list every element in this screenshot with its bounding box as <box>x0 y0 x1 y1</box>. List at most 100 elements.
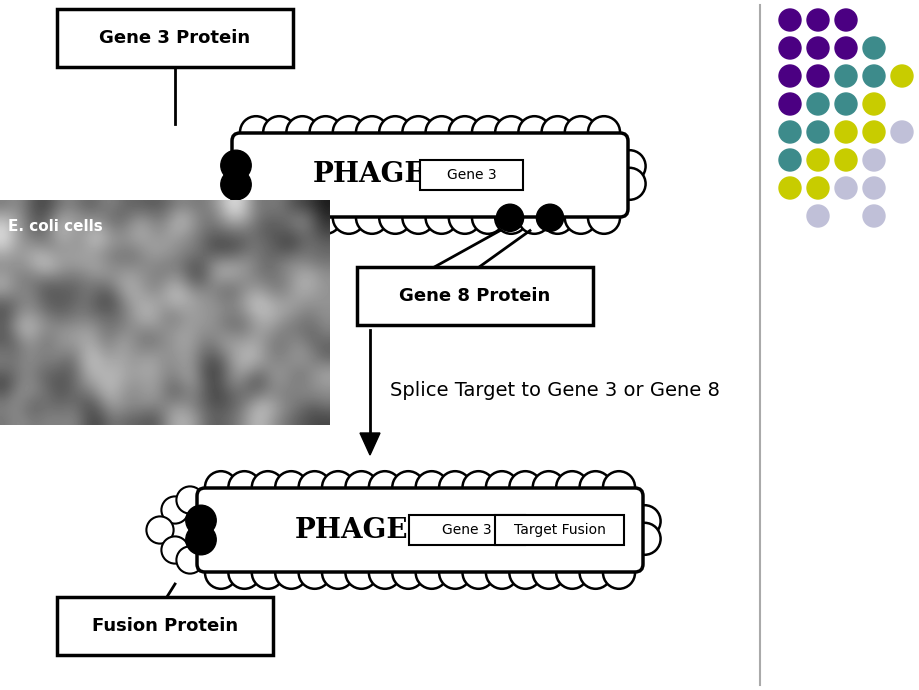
Text: PHAGE: PHAGE <box>312 161 425 188</box>
FancyBboxPatch shape <box>357 267 593 325</box>
Circle shape <box>402 201 434 234</box>
Circle shape <box>564 116 596 148</box>
Circle shape <box>494 201 527 234</box>
Circle shape <box>834 37 857 59</box>
Circle shape <box>778 93 800 115</box>
Circle shape <box>379 201 411 234</box>
Circle shape <box>333 116 365 148</box>
Circle shape <box>862 205 884 227</box>
Circle shape <box>275 557 307 589</box>
Circle shape <box>286 116 318 148</box>
Circle shape <box>532 557 564 589</box>
Circle shape <box>240 201 272 234</box>
Circle shape <box>402 116 434 148</box>
Circle shape <box>186 524 216 555</box>
Circle shape <box>862 37 884 59</box>
Circle shape <box>228 557 260 589</box>
Circle shape <box>448 116 481 148</box>
Circle shape <box>564 201 596 234</box>
Circle shape <box>462 471 494 503</box>
Circle shape <box>613 168 645 200</box>
Circle shape <box>778 37 800 59</box>
Circle shape <box>862 149 884 171</box>
Circle shape <box>275 471 307 503</box>
Circle shape <box>146 516 174 544</box>
Circle shape <box>176 486 203 513</box>
Circle shape <box>628 505 660 538</box>
Circle shape <box>890 65 912 87</box>
Circle shape <box>310 201 341 234</box>
Text: Gene 3 Protein: Gene 3 Protein <box>99 29 250 47</box>
Circle shape <box>602 557 634 589</box>
FancyBboxPatch shape <box>232 133 628 217</box>
Text: Gene 3: Gene 3 <box>442 523 492 537</box>
Circle shape <box>556 557 587 589</box>
Text: Gene 3: Gene 3 <box>447 168 496 182</box>
Circle shape <box>628 523 660 555</box>
Circle shape <box>517 116 550 148</box>
Circle shape <box>240 116 272 148</box>
Circle shape <box>890 121 912 143</box>
Circle shape <box>862 177 884 199</box>
Circle shape <box>462 557 494 589</box>
Circle shape <box>221 170 251 200</box>
Circle shape <box>806 93 828 115</box>
Circle shape <box>425 201 457 234</box>
Circle shape <box>369 557 401 589</box>
Circle shape <box>263 116 295 148</box>
Circle shape <box>778 149 800 171</box>
Circle shape <box>496 204 523 231</box>
Circle shape <box>186 505 216 535</box>
Circle shape <box>438 557 471 589</box>
Circle shape <box>862 93 884 115</box>
Circle shape <box>286 201 318 234</box>
Circle shape <box>299 557 330 589</box>
Circle shape <box>299 471 330 503</box>
Circle shape <box>509 471 540 503</box>
Circle shape <box>252 557 284 589</box>
Circle shape <box>356 201 388 234</box>
Circle shape <box>834 177 857 199</box>
Circle shape <box>471 116 504 148</box>
Circle shape <box>221 150 251 181</box>
Circle shape <box>806 65 828 87</box>
Circle shape <box>346 471 377 503</box>
Circle shape <box>806 9 828 31</box>
Text: Target Fusion: Target Fusion <box>513 523 605 537</box>
Circle shape <box>862 65 884 87</box>
Circle shape <box>485 471 517 503</box>
Circle shape <box>806 121 828 143</box>
Circle shape <box>778 177 800 199</box>
Circle shape <box>346 557 377 589</box>
Circle shape <box>834 9 857 31</box>
Circle shape <box>806 149 828 171</box>
Circle shape <box>541 201 573 234</box>
Circle shape <box>176 546 203 573</box>
FancyBboxPatch shape <box>57 9 292 67</box>
Circle shape <box>834 65 857 87</box>
Circle shape <box>448 201 481 234</box>
FancyBboxPatch shape <box>420 160 523 190</box>
Circle shape <box>778 121 800 143</box>
Circle shape <box>415 557 448 589</box>
Circle shape <box>391 557 424 589</box>
Circle shape <box>333 201 365 234</box>
Circle shape <box>205 471 237 503</box>
Circle shape <box>556 471 587 503</box>
Circle shape <box>862 121 884 143</box>
Circle shape <box>205 557 237 589</box>
FancyBboxPatch shape <box>409 515 525 544</box>
Circle shape <box>509 557 540 589</box>
Circle shape <box>425 116 457 148</box>
Circle shape <box>485 557 517 589</box>
Circle shape <box>806 205 828 227</box>
Circle shape <box>806 177 828 199</box>
Circle shape <box>579 471 611 503</box>
Circle shape <box>834 149 857 171</box>
Circle shape <box>228 471 260 503</box>
Text: PHAGE: PHAGE <box>294 517 407 544</box>
Circle shape <box>369 471 401 503</box>
Circle shape <box>252 471 284 503</box>
Circle shape <box>778 65 800 87</box>
Circle shape <box>834 93 857 115</box>
